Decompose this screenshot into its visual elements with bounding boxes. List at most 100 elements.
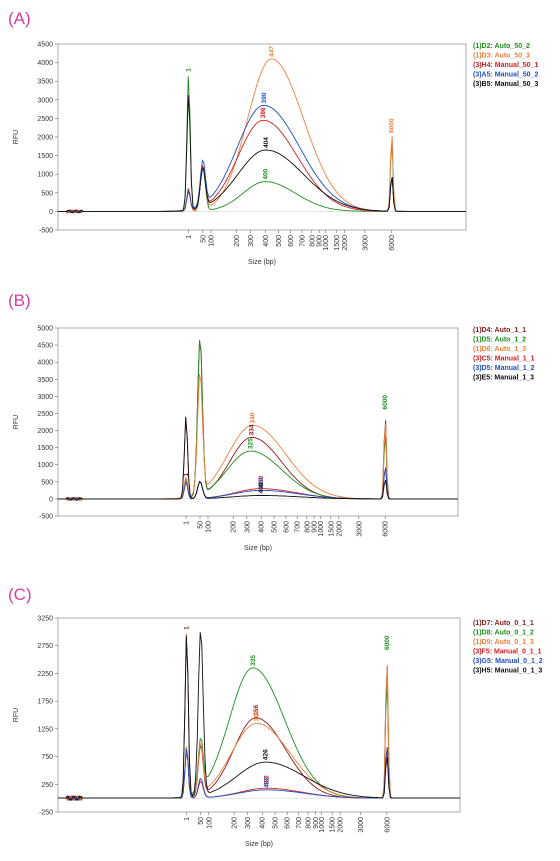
trace-4 [58,104,466,214]
trace-6 [58,632,460,802]
y-axis-title: RFU [13,130,20,144]
legend-entry: (1)D2: Auto_50_2 [473,43,530,50]
legend-entry: (1)D7: Auto_0_1_1 [473,620,534,627]
x-tick-label: 1 [184,521,191,525]
x-axis-title: Size (bp) [248,259,276,266]
peak-label-lower: 1 [183,472,190,476]
x-tick-label: 3000 [358,817,365,833]
x-tick-label: 50 [200,235,207,243]
legend-entry: (1)D4: Auto_1_1 [473,327,526,334]
x-tick-label: 600 [285,817,292,829]
x-tick-label: 50 [198,521,205,529]
y-tick-label: 1000 [37,172,53,179]
x-tick-label: 200 [232,817,239,829]
x-tick-label: 1500 [334,235,341,251]
peak-label-marker: 6000 [389,118,396,133]
x-tick-label: 500 [272,521,279,533]
legend-entry: (3)B5: Manual_50_3 [473,81,538,88]
x-tick-label: 6000 [389,235,396,251]
y-tick-label: 1750 [37,699,53,706]
peak-label: 447 [268,46,275,57]
x-tick-label: 800 [304,521,311,533]
y-tick-label: 1000 [37,462,53,469]
y-tick-label: 3500 [37,79,53,86]
y-tick-label: 250 [41,782,53,789]
y-tick-label: 4000 [37,360,53,367]
trace-5 [58,747,460,801]
x-tick-label: 1500 [328,521,335,537]
y-tick-label: 1500 [37,445,53,452]
peak-label: 340 [250,412,257,423]
y-axis-title: RFU [13,708,20,722]
y-tick-label: 3250 [37,616,53,623]
panel-label: (B) [8,291,31,310]
y-tick-label: 500 [41,190,53,197]
legend-entry: (3)F5: Manual_0_1_1 [473,649,542,656]
x-tick-label: 2000 [338,817,345,833]
x-tick-label: 700 [295,521,302,533]
y-tick-label: 3500 [37,377,53,384]
legend-entry: (3)A5: Manual_50_2 [473,72,538,79]
panel-label: (C) [8,585,32,604]
y-tick-label: 2500 [37,411,53,418]
peak-label-lower: 1 [186,68,193,72]
x-tick-label: 100 [206,521,213,533]
y-tick-label: 4500 [37,343,53,350]
plot-frame [57,43,467,231]
plot-frame [57,327,459,517]
y-tick-label: 4500 [37,42,53,49]
peak-label-marker: 6000 [382,395,389,410]
x-axis-title: Size (bp) [244,545,272,552]
legend-entry: (3)C5: Manual_1_1 [473,356,535,363]
y-tick-label: 0 [49,496,53,503]
legend-entry: (1)D6: Auto_1_3 [473,346,526,353]
x-tick-label: 800 [309,235,316,247]
legend-entry: (1)D9: Auto_0_1_3 [473,639,534,646]
x-tick-label: 400 [259,521,266,533]
legend-entry: (3)H5: Manual_0_1_3 [473,668,542,675]
peak-label: 334 [249,424,256,435]
x-tick-label: 500 [276,235,283,247]
y-tick-label: -500 [39,228,53,235]
legend-entry: (1)D3: Auto_50_3 [473,53,530,60]
x-tick-label: 200 [234,235,241,247]
x-tick-label: 1000 [323,235,330,251]
y-tick-label: 2000 [37,135,53,142]
y-tick-label: 1500 [37,153,53,160]
peak-label: 400 [258,482,265,493]
legend-entry: (3)D5: Manual_1_2 [473,365,535,372]
x-tick-label: 2000 [342,235,349,251]
trace-5 [58,95,466,214]
x-axis-title: Size (bp) [245,841,273,848]
y-tick-label: 0 [49,209,53,216]
x-tick-label: 400 [260,817,267,829]
x-tick-label: 200 [231,521,238,533]
peak-label-lower: 1 [184,626,191,630]
peak-label: 390 [261,92,268,103]
trace-2 [58,667,460,801]
x-tick-label: 3000 [362,235,369,251]
x-tick-label: 1000 [318,521,325,537]
x-tick-label: 800 [306,817,313,829]
x-tick-label: 900 [317,235,324,247]
trace-2 [58,58,466,214]
y-tick-label: 500 [41,479,53,486]
y-tick-label: 3000 [37,394,53,401]
x-tick-label: 700 [296,817,303,829]
y-tick-label: 2000 [37,428,53,435]
plot-frame [57,617,461,813]
y-tick-label: 1250 [37,726,53,733]
peak-label: 360 [253,710,260,721]
y-tick-label: 2250 [37,671,53,678]
x-tick-label: 600 [288,235,295,247]
panel-2: (B)-500050010001500200025003000350040004… [8,291,535,552]
x-tick-label: 900 [313,817,320,829]
x-tick-label: 1000 [319,817,326,833]
y-tick-label: 2500 [37,116,53,123]
y-tick-label: 3000 [37,97,53,104]
y-tick-label: 2750 [37,643,53,650]
x-tick-label: 500 [273,817,280,829]
y-tick-label: -500 [39,514,53,521]
peak-label: 400 [258,475,265,486]
